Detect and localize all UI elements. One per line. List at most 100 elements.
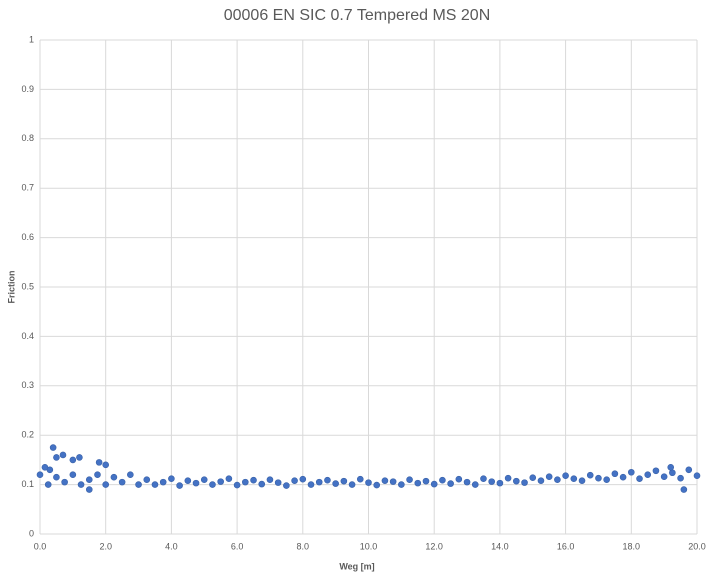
- data-point: [85, 486, 93, 493]
- data-point: [53, 454, 60, 461]
- data-point: [258, 480, 266, 488]
- data-point: [381, 477, 389, 484]
- x-tick-label: 4.0: [165, 541, 178, 551]
- data-point: [274, 479, 282, 486]
- data-point: [217, 478, 224, 485]
- data-point: [159, 478, 167, 486]
- data-point: [192, 479, 200, 487]
- data-point: [41, 464, 49, 471]
- data-point: [660, 473, 668, 480]
- data-point: [135, 481, 142, 488]
- y-tick-label: 0.6: [21, 232, 34, 242]
- data-point: [184, 477, 192, 484]
- y-tick-label: 0: [29, 528, 34, 538]
- data-point: [652, 467, 660, 475]
- data-point: [586, 471, 594, 479]
- data-point: [233, 481, 241, 489]
- y-tick-label: 0.3: [21, 380, 34, 390]
- data-point: [644, 471, 652, 479]
- data-point: [44, 481, 52, 488]
- data-point: [595, 474, 602, 482]
- data-point: [529, 474, 537, 481]
- data-point: [439, 476, 446, 484]
- data-point: [422, 477, 430, 485]
- data-point: [291, 477, 298, 484]
- data-point: [315, 478, 323, 486]
- data-point: [447, 480, 454, 487]
- data-point: [562, 472, 569, 480]
- data-point: [340, 477, 348, 485]
- data-point: [680, 486, 688, 493]
- data-point: [406, 476, 413, 483]
- data-point: [102, 481, 109, 488]
- data-point: [102, 461, 109, 469]
- data-point: [496, 479, 504, 487]
- data-point: [95, 459, 103, 466]
- data-point: [76, 454, 83, 461]
- data-point: [356, 475, 364, 483]
- data-point: [636, 475, 643, 482]
- data-point: [611, 470, 619, 478]
- data-point: [669, 469, 676, 477]
- data-point: [348, 481, 356, 488]
- data-point: [225, 475, 233, 482]
- data-point: [266, 476, 274, 483]
- data-point: [69, 456, 77, 464]
- data-point: [627, 468, 635, 476]
- data-point: [127, 471, 134, 479]
- data-point: [414, 479, 422, 487]
- data-point: [77, 481, 85, 488]
- x-tick-label: 0.0: [34, 541, 47, 551]
- data-point: [463, 478, 471, 486]
- data-point: [398, 481, 405, 488]
- data-point: [332, 480, 339, 487]
- data-point: [176, 482, 183, 489]
- x-tick-label: 16.0: [557, 541, 575, 551]
- data-point: [299, 475, 307, 483]
- data-point: [603, 476, 610, 483]
- x-tick-label: 6.0: [231, 541, 244, 551]
- x-tick-label: 12.0: [425, 541, 443, 551]
- data-point: [521, 479, 528, 486]
- data-point: [488, 478, 495, 485]
- y-tick-label: 0.1: [21, 479, 34, 489]
- data-point: [307, 481, 315, 488]
- data-point: [151, 481, 159, 488]
- data-point: [69, 471, 77, 479]
- x-tick-label: 20.0: [688, 541, 706, 551]
- data-point: [324, 476, 331, 484]
- data-point: [94, 471, 101, 479]
- data-point: [471, 481, 479, 488]
- y-tick-label: 0.4: [21, 331, 34, 341]
- y-tick-label: 1: [29, 34, 34, 44]
- y-tick-label: 0.2: [21, 430, 34, 440]
- x-tick-label: 14.0: [491, 541, 509, 551]
- y-tick-label: 0.9: [21, 84, 34, 94]
- data-point: [59, 451, 67, 459]
- data-point: [570, 475, 578, 482]
- data-point: [61, 478, 68, 486]
- data-point: [209, 481, 216, 488]
- x-axis-title: Weg [m]: [339, 561, 374, 571]
- data-point: [667, 464, 675, 471]
- data-point: [200, 476, 208, 483]
- data-point: [504, 474, 512, 482]
- data-point: [250, 476, 257, 484]
- data-point: [554, 476, 561, 483]
- x-tick-label: 10.0: [360, 541, 378, 551]
- x-tick-label: 18.0: [623, 541, 641, 551]
- data-point: [110, 473, 118, 481]
- data-point: [85, 476, 93, 483]
- data-point: [537, 477, 545, 484]
- chart-title: 00006 EN SIC 0.7 Tempered MS 20N: [224, 7, 491, 24]
- data-point: [168, 475, 175, 482]
- data-point: [283, 482, 290, 489]
- y-tick-label: 0.7: [21, 183, 34, 193]
- data-point: [677, 474, 684, 482]
- data-point: [53, 473, 60, 481]
- y-tick-label: 0.5: [21, 281, 34, 291]
- data-point: [36, 471, 44, 479]
- x-tick-label: 8.0: [297, 541, 310, 551]
- data-point: [49, 444, 57, 451]
